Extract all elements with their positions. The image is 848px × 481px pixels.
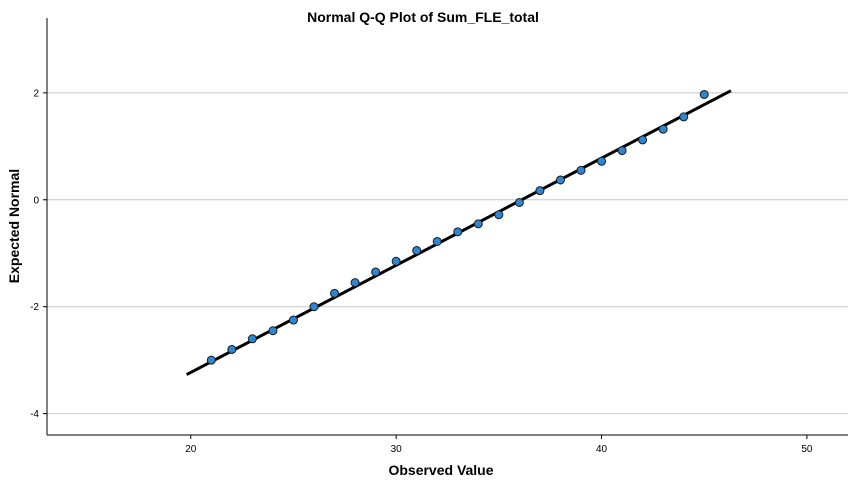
data-point — [494, 210, 504, 220]
x-tick-label: 30 — [391, 444, 403, 455]
data-point — [432, 236, 442, 246]
y-tick-label: 2 — [33, 88, 39, 99]
data-point — [350, 278, 360, 288]
data-point — [514, 197, 524, 207]
data-point — [412, 246, 422, 256]
data-point — [555, 175, 565, 185]
data-point — [227, 344, 237, 354]
data-point — [699, 89, 709, 99]
y-tick-label: -4 — [30, 409, 39, 420]
data-point — [309, 302, 319, 312]
data-point — [658, 124, 668, 134]
data-points — [206, 89, 709, 365]
chart-title: Normal Q-Q Plot of Sum_FLE_total — [307, 9, 539, 25]
x-tick-label: 50 — [801, 444, 813, 455]
x-axis-ticks: 20 30 40 50 — [185, 435, 813, 455]
data-point — [206, 355, 216, 365]
y-axis-ticks: 2 0 -2 -4 — [30, 88, 47, 420]
y-axis-label: Expected Normal — [6, 169, 22, 283]
data-point — [268, 326, 278, 336]
y-tick-label: -2 — [30, 302, 39, 313]
data-point — [638, 135, 648, 145]
data-point — [453, 227, 463, 237]
data-point — [535, 186, 545, 196]
data-point — [330, 288, 340, 298]
data-point — [391, 256, 401, 266]
data-point — [576, 165, 586, 175]
y-tick-label: 0 — [33, 195, 39, 206]
x-axis-label: Observed Value — [388, 462, 493, 478]
data-point — [288, 315, 298, 325]
x-tick-label: 40 — [596, 444, 608, 455]
data-point — [371, 267, 381, 277]
data-point — [473, 219, 483, 229]
data-point — [597, 156, 607, 166]
data-point — [247, 334, 257, 344]
data-point — [679, 112, 689, 122]
x-tick-label: 20 — [185, 444, 197, 455]
data-point — [617, 146, 627, 156]
grid-lines — [47, 92, 848, 415]
